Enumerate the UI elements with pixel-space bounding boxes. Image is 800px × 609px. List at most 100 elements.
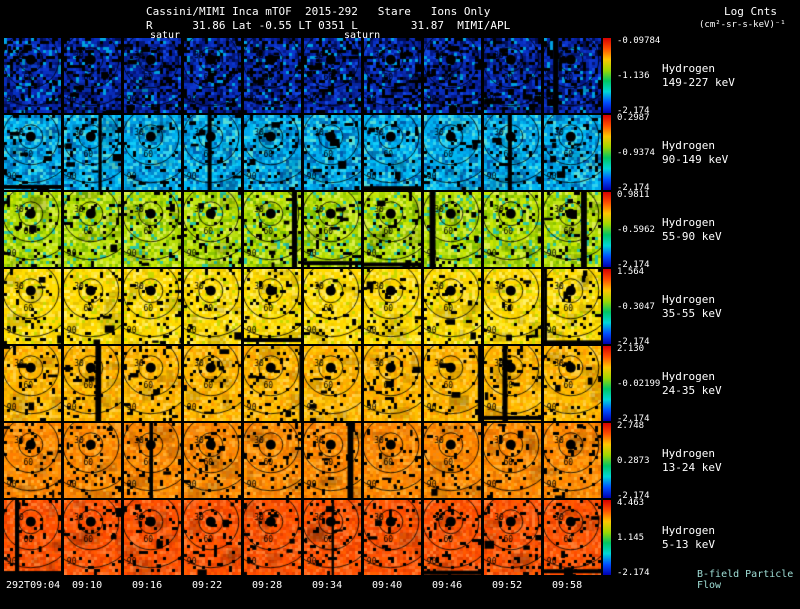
colorbar-tick-top: 0.2987 (617, 113, 650, 123)
energy-range-label: 5-13 keV (662, 538, 715, 551)
heatmap-panel (4, 423, 61, 498)
heatmap-panel (304, 192, 361, 267)
heatmap-panel (124, 192, 181, 267)
colorbar-title: Log Cnts (724, 5, 777, 18)
heatmap-panel (124, 500, 181, 575)
heatmap-panel (304, 346, 361, 421)
colorbar (603, 346, 611, 421)
colorbar (603, 192, 611, 267)
colorbar-tick-bot: -2.174 (617, 414, 650, 424)
heatmap-panel (424, 423, 481, 498)
heatmap-panel-strip (4, 423, 604, 498)
heatmap-panel-strip (4, 115, 604, 190)
species-label: Hydrogen (662, 62, 715, 75)
heatmap-panel (244, 38, 301, 113)
heatmap-panel (64, 500, 121, 575)
heatmap-panel (64, 38, 121, 113)
heatmap-panel (124, 115, 181, 190)
heatmap-panel (424, 269, 481, 344)
energy-row-7: 4.463 1.145 -2.174 Hydrogen 5-13 keV (4, 498, 800, 578)
colorbar-tick-top: -0.09784 (617, 36, 661, 46)
heatmap-panel (544, 500, 601, 575)
colorbar (603, 423, 611, 498)
colorbar-tick-mid: -0.5962 (617, 224, 655, 235)
energy-channel-label: Hydrogen 5-13 keV (662, 524, 715, 552)
heatmap-panel (364, 269, 421, 344)
colorbar-tick-bot: -2.174 (617, 106, 650, 116)
heatmap-panel (544, 192, 601, 267)
energy-range-label: 24-35 keV (662, 384, 722, 397)
heatmap-panel (244, 192, 301, 267)
heatmap-panel (64, 192, 121, 267)
heatmap-panel (124, 346, 181, 421)
heatmap-panel (484, 269, 541, 344)
colorbar-tick-top: 1.564 (617, 267, 645, 277)
colorbar (603, 269, 611, 344)
heatmap-panel (544, 269, 601, 344)
heatmap-panel (64, 115, 121, 190)
heatmap-panel (184, 423, 241, 498)
species-label: Hydrogen (662, 139, 715, 152)
colorbar-tick-bot: -2.174 (617, 260, 650, 270)
time-tick: 09:58 (552, 580, 583, 591)
saturn-marker-label-right: saturn (344, 30, 381, 41)
species-label: Hydrogen (662, 293, 715, 306)
time-tick: 09:22 (192, 580, 223, 591)
heatmap-panel (244, 346, 301, 421)
heatmap-panel (544, 346, 601, 421)
heatmap-panel (484, 38, 541, 113)
heatmap-panel (544, 115, 601, 190)
energy-channel-label: Hydrogen 55-90 keV (662, 216, 722, 244)
energy-row-1: -0.09784 -1.136 -2.174 Hydrogen 149-227 keV (4, 36, 800, 116)
colorbar-tick-mid: -0.02199 (617, 378, 661, 389)
heatmap-panel (244, 115, 301, 190)
time-tick: 292T09:04 (6, 580, 61, 591)
heatmap-panel (544, 423, 601, 498)
heatmap-panel (364, 346, 421, 421)
heatmap-panel (484, 423, 541, 498)
heatmap-panel (184, 115, 241, 190)
time-tick: 09:16 (132, 580, 163, 591)
heatmap-panel (4, 38, 61, 113)
colorbar-tick-bot: -2.174 (617, 568, 650, 578)
colorbar (603, 38, 611, 113)
heatmap-panel (4, 115, 61, 190)
species-label: Hydrogen (662, 447, 715, 460)
heatmap-panel-strip (4, 269, 604, 344)
colorbar-tick-mid: 1.145 (617, 532, 645, 543)
heatmap-panel (364, 500, 421, 575)
heatmap-panel (364, 115, 421, 190)
heatmap-panel (304, 38, 361, 113)
heatmap-panel (424, 500, 481, 575)
energy-row-4: 1.564 -0.3047 -2.174 Hydrogen 35-55 keV (4, 267, 800, 347)
time-tick: 09:40 (372, 580, 403, 591)
heatmap-panel (484, 346, 541, 421)
heatmap-panel (424, 192, 481, 267)
species-label: Hydrogen (662, 370, 715, 383)
heatmap-panel (124, 38, 181, 113)
heatmap-panel (64, 269, 121, 344)
heatmap-panel (184, 38, 241, 113)
colorbar-units: (cm²-sr-s-keV)⁻¹ (699, 20, 786, 30)
heatmap-panel (4, 346, 61, 421)
heatmap-panel (4, 192, 61, 267)
energy-channel-label: Hydrogen 24-35 keV (662, 370, 722, 398)
heatmap-panel (124, 423, 181, 498)
heatmap-panel (64, 423, 121, 498)
colorbar-tick-mid: -0.3047 (617, 301, 655, 312)
energy-row-5: 2.130 -0.02199 -2.174 Hydrogen 24-35 keV (4, 344, 800, 424)
colorbar-tick-mid: -1.136 (617, 70, 650, 81)
heatmap-panel (64, 346, 121, 421)
heatmap-panel (304, 269, 361, 344)
plot-title: Cassini/MIMI Inca mTOF 2015-292 Stare Io… (146, 5, 491, 18)
bfield-flow-label: B-field Particle Flow (697, 569, 794, 591)
energy-row-2: 0.2987 -0.9374 -2.174 Hydrogen 90-149 keV (4, 113, 800, 193)
heatmap-panel (364, 423, 421, 498)
heatmap-panel (184, 192, 241, 267)
heatmap-panel (424, 115, 481, 190)
energy-range-label: 55-90 keV (662, 230, 722, 243)
colorbar-tick-bot: -2.174 (617, 337, 650, 347)
heatmap-panel (544, 38, 601, 113)
heatmap-panel-strip (4, 500, 604, 575)
